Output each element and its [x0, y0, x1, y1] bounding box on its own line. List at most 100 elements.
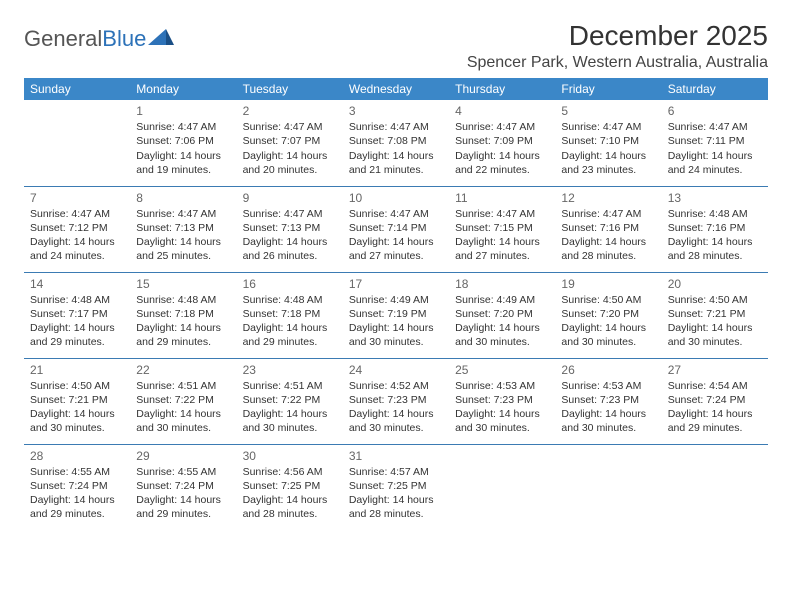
day-cell: 16Sunrise: 4:48 AMSunset: 7:18 PMDayligh…	[237, 272, 343, 358]
daylight-text: Daylight: 14 hours and 30 minutes.	[30, 407, 124, 435]
day-number: 15	[136, 276, 230, 292]
sunset-text: Sunset: 7:20 PM	[561, 307, 655, 321]
day-cell: 31Sunrise: 4:57 AMSunset: 7:25 PMDayligh…	[343, 444, 449, 530]
day-cell: 6Sunrise: 4:47 AMSunset: 7:11 PMDaylight…	[662, 100, 768, 186]
day-number: 14	[30, 276, 124, 292]
sunset-text: Sunset: 7:22 PM	[243, 393, 337, 407]
day-number: 5	[561, 103, 655, 119]
daylight-text: Daylight: 14 hours and 30 minutes.	[136, 407, 230, 435]
sunset-text: Sunset: 7:15 PM	[455, 221, 549, 235]
sunset-text: Sunset: 7:23 PM	[349, 393, 443, 407]
sunset-text: Sunset: 7:21 PM	[668, 307, 762, 321]
day-number: 22	[136, 362, 230, 378]
day-number: 12	[561, 190, 655, 206]
daylight-text: Daylight: 14 hours and 26 minutes.	[243, 235, 337, 263]
sunset-text: Sunset: 7:11 PM	[668, 134, 762, 148]
logo-text: GeneralBlue	[24, 26, 146, 52]
sunrise-text: Sunrise: 4:53 AM	[455, 379, 549, 393]
daylight-text: Daylight: 14 hours and 23 minutes.	[561, 149, 655, 177]
day-number: 7	[30, 190, 124, 206]
sunrise-text: Sunrise: 4:55 AM	[136, 465, 230, 479]
daylight-text: Daylight: 14 hours and 30 minutes.	[349, 407, 443, 435]
day-cell	[662, 444, 768, 530]
sunset-text: Sunset: 7:06 PM	[136, 134, 230, 148]
daylight-text: Daylight: 14 hours and 30 minutes.	[668, 321, 762, 349]
sunset-text: Sunset: 7:09 PM	[455, 134, 549, 148]
location: Spencer Park, Western Australia, Austral…	[467, 54, 768, 72]
day-number: 16	[243, 276, 337, 292]
sunset-text: Sunset: 7:24 PM	[136, 479, 230, 493]
day-cell: 27Sunrise: 4:54 AMSunset: 7:24 PMDayligh…	[662, 358, 768, 444]
day-cell: 9Sunrise: 4:47 AMSunset: 7:13 PMDaylight…	[237, 186, 343, 272]
daylight-text: Daylight: 14 hours and 21 minutes.	[349, 149, 443, 177]
daylight-text: Daylight: 14 hours and 30 minutes.	[455, 407, 549, 435]
sunset-text: Sunset: 7:08 PM	[349, 134, 443, 148]
daylight-text: Daylight: 14 hours and 29 minutes.	[30, 493, 124, 521]
table-row: 7Sunrise: 4:47 AMSunset: 7:12 PMDaylight…	[24, 186, 768, 272]
sunrise-text: Sunrise: 4:56 AM	[243, 465, 337, 479]
day-cell: 21Sunrise: 4:50 AMSunset: 7:21 PMDayligh…	[24, 358, 130, 444]
day-number: 28	[30, 448, 124, 464]
sunrise-text: Sunrise: 4:47 AM	[243, 207, 337, 221]
sunrise-text: Sunrise: 4:55 AM	[30, 465, 124, 479]
table-row: 21Sunrise: 4:50 AMSunset: 7:21 PMDayligh…	[24, 358, 768, 444]
day-cell: 30Sunrise: 4:56 AMSunset: 7:25 PMDayligh…	[237, 444, 343, 530]
day-number: 20	[668, 276, 762, 292]
day-cell: 13Sunrise: 4:48 AMSunset: 7:16 PMDayligh…	[662, 186, 768, 272]
daylight-text: Daylight: 14 hours and 22 minutes.	[455, 149, 549, 177]
day-number: 11	[455, 190, 549, 206]
daylight-text: Daylight: 14 hours and 30 minutes.	[561, 407, 655, 435]
day-number: 27	[668, 362, 762, 378]
sunset-text: Sunset: 7:13 PM	[136, 221, 230, 235]
sunrise-text: Sunrise: 4:47 AM	[455, 120, 549, 134]
day-number: 10	[349, 190, 443, 206]
daylight-text: Daylight: 14 hours and 28 minutes.	[349, 493, 443, 521]
sunset-text: Sunset: 7:22 PM	[136, 393, 230, 407]
sunset-text: Sunset: 7:21 PM	[30, 393, 124, 407]
header-row: Sunday Monday Tuesday Wednesday Thursday…	[24, 78, 768, 100]
daylight-text: Daylight: 14 hours and 28 minutes.	[561, 235, 655, 263]
daylight-text: Daylight: 14 hours and 24 minutes.	[668, 149, 762, 177]
day-number: 13	[668, 190, 762, 206]
table-row: 1Sunrise: 4:47 AMSunset: 7:06 PMDaylight…	[24, 100, 768, 186]
col-mon: Monday	[130, 78, 236, 100]
day-cell: 8Sunrise: 4:47 AMSunset: 7:13 PMDaylight…	[130, 186, 236, 272]
logo-word2: Blue	[102, 26, 146, 51]
header: GeneralBlue December 2025 Spencer Park, …	[24, 20, 768, 72]
calendar-table: Sunday Monday Tuesday Wednesday Thursday…	[24, 78, 768, 530]
day-cell: 28Sunrise: 4:55 AMSunset: 7:24 PMDayligh…	[24, 444, 130, 530]
day-number: 29	[136, 448, 230, 464]
day-number: 4	[455, 103, 549, 119]
sunset-text: Sunset: 7:24 PM	[30, 479, 124, 493]
sunrise-text: Sunrise: 4:47 AM	[349, 207, 443, 221]
triangle-icon	[148, 29, 174, 50]
col-wed: Wednesday	[343, 78, 449, 100]
day-number: 8	[136, 190, 230, 206]
logo-word1: General	[24, 26, 102, 51]
sunset-text: Sunset: 7:25 PM	[349, 479, 443, 493]
daylight-text: Daylight: 14 hours and 24 minutes.	[30, 235, 124, 263]
sunset-text: Sunset: 7:12 PM	[30, 221, 124, 235]
sunrise-text: Sunrise: 4:47 AM	[136, 207, 230, 221]
sunrise-text: Sunrise: 4:50 AM	[30, 379, 124, 393]
sunrise-text: Sunrise: 4:51 AM	[136, 379, 230, 393]
month-title: December 2025	[467, 20, 768, 52]
sunrise-text: Sunrise: 4:47 AM	[349, 120, 443, 134]
day-number: 19	[561, 276, 655, 292]
table-row: 28Sunrise: 4:55 AMSunset: 7:24 PMDayligh…	[24, 444, 768, 530]
day-cell: 2Sunrise: 4:47 AMSunset: 7:07 PMDaylight…	[237, 100, 343, 186]
day-cell: 26Sunrise: 4:53 AMSunset: 7:23 PMDayligh…	[555, 358, 661, 444]
sunset-text: Sunset: 7:25 PM	[243, 479, 337, 493]
day-number: 18	[455, 276, 549, 292]
day-number: 23	[243, 362, 337, 378]
day-cell: 29Sunrise: 4:55 AMSunset: 7:24 PMDayligh…	[130, 444, 236, 530]
sunset-text: Sunset: 7:24 PM	[668, 393, 762, 407]
daylight-text: Daylight: 14 hours and 30 minutes.	[349, 321, 443, 349]
daylight-text: Daylight: 14 hours and 30 minutes.	[243, 407, 337, 435]
daylight-text: Daylight: 14 hours and 29 minutes.	[668, 407, 762, 435]
sunrise-text: Sunrise: 4:51 AM	[243, 379, 337, 393]
logo: GeneralBlue	[24, 26, 174, 52]
day-cell	[555, 444, 661, 530]
day-number: 6	[668, 103, 762, 119]
day-number: 24	[349, 362, 443, 378]
